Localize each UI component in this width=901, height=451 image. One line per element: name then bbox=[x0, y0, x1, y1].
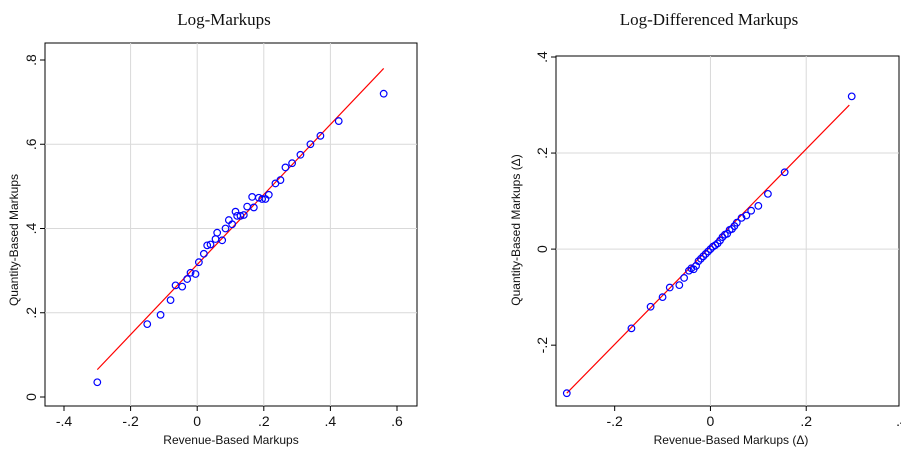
data-point bbox=[680, 274, 689, 282]
data-point bbox=[199, 249, 208, 258]
data-point bbox=[166, 296, 175, 305]
x-tick-label: 0 bbox=[707, 413, 715, 429]
data-point bbox=[194, 258, 203, 267]
data-point bbox=[296, 150, 305, 159]
data-point bbox=[847, 92, 856, 101]
data-point bbox=[675, 281, 684, 290]
data-point bbox=[704, 247, 712, 256]
data-point bbox=[264, 190, 273, 199]
x-tick-label: .6 bbox=[391, 413, 403, 429]
data-point bbox=[203, 241, 212, 250]
y-tick-label: 0 bbox=[23, 393, 39, 401]
data-point bbox=[692, 262, 700, 270]
data-point bbox=[306, 140, 315, 149]
data-point bbox=[143, 320, 152, 329]
axis-ticks: -.2 0 .2 .4 -.2 0 .2 .4 bbox=[534, 51, 901, 429]
y-tick-label: .4 bbox=[534, 51, 550, 63]
y-tick-label: .6 bbox=[23, 138, 39, 150]
y-tick-label: .8 bbox=[23, 54, 39, 66]
y-axis-label: Quantity-Based Markups (Δ) bbox=[509, 154, 523, 305]
y-tick-label: .4 bbox=[23, 222, 39, 234]
x-axis-label: Revenue-Based Markups bbox=[163, 433, 298, 447]
data-point bbox=[228, 220, 237, 229]
data-point bbox=[191, 270, 200, 278]
data-point bbox=[723, 229, 732, 238]
x-tick-label: .2 bbox=[258, 413, 270, 429]
axis-ticks: -.4 -.2 0 .2 .4 .6 0 .2 .4 .6 .8 bbox=[23, 54, 403, 429]
plot-area bbox=[44, 42, 418, 407]
x-tick-label: .4 bbox=[896, 413, 901, 429]
chart-title: Log-Differenced Markups bbox=[620, 10, 799, 29]
data-point bbox=[213, 228, 222, 237]
data-point bbox=[701, 250, 710, 258]
data-point bbox=[206, 240, 215, 249]
data-point bbox=[658, 293, 667, 302]
data-point bbox=[93, 378, 102, 387]
data-point bbox=[186, 268, 195, 277]
data-point bbox=[665, 283, 674, 292]
y-tick-label: .2 bbox=[534, 147, 550, 159]
data-point bbox=[218, 236, 227, 245]
data-point bbox=[258, 195, 267, 203]
data-point bbox=[562, 389, 571, 398]
x-tick-label: 0 bbox=[193, 413, 201, 429]
y-tick-label: 0 bbox=[534, 245, 550, 253]
fit-line bbox=[566, 104, 850, 394]
data-point bbox=[281, 163, 290, 172]
data-point bbox=[288, 159, 297, 168]
data-point bbox=[334, 117, 343, 125]
data-point bbox=[156, 310, 165, 319]
data-point bbox=[183, 275, 192, 283]
data-point bbox=[249, 203, 258, 212]
panel-log-markups: Log-Markups -.4 -.2 0 .2 .4 .6 0 .2 .4 .6 .8 Reven… bbox=[7, 10, 418, 447]
data-point bbox=[706, 245, 715, 254]
data-point bbox=[379, 89, 388, 98]
data-point bbox=[685, 266, 693, 275]
data-point bbox=[696, 254, 705, 263]
data-point bbox=[732, 218, 741, 227]
data-points bbox=[562, 92, 856, 398]
data-point bbox=[239, 211, 248, 219]
chart-title: Log-Markups bbox=[177, 10, 270, 29]
y-tick-label: -.2 bbox=[534, 337, 550, 354]
data-point bbox=[742, 211, 751, 220]
data-point bbox=[747, 206, 756, 215]
x-tick-label: -.2 bbox=[607, 413, 624, 429]
data-point bbox=[780, 168, 789, 177]
x-tick-label: .2 bbox=[800, 413, 812, 429]
x-axis-label: Revenue-Based Markups (Δ) bbox=[654, 433, 809, 447]
data-point bbox=[316, 131, 325, 140]
panel-log-differenced-markups: Log-Differenced Markups -.2 0 .2 .4 -.2 0 .2 .4… bbox=[509, 10, 901, 447]
y-axis-label: Quantity-Based Markups bbox=[7, 174, 21, 306]
data-point bbox=[711, 241, 720, 250]
data-point bbox=[221, 224, 230, 233]
data-point bbox=[646, 302, 655, 311]
data-point bbox=[276, 176, 285, 184]
y-tick-label: .2 bbox=[23, 307, 39, 319]
data-point bbox=[737, 213, 746, 222]
data-point bbox=[754, 201, 763, 210]
data-point bbox=[764, 189, 772, 198]
data-points bbox=[93, 89, 388, 387]
gridlines bbox=[556, 56, 899, 406]
data-point bbox=[699, 252, 708, 261]
x-tick-label: -.2 bbox=[122, 413, 139, 429]
data-point bbox=[627, 324, 636, 333]
data-point bbox=[236, 211, 245, 220]
data-point bbox=[178, 282, 187, 291]
data-point bbox=[694, 257, 703, 266]
x-tick-label: -.4 bbox=[56, 413, 73, 429]
data-point bbox=[231, 207, 240, 216]
x-tick-label: .4 bbox=[325, 413, 337, 429]
